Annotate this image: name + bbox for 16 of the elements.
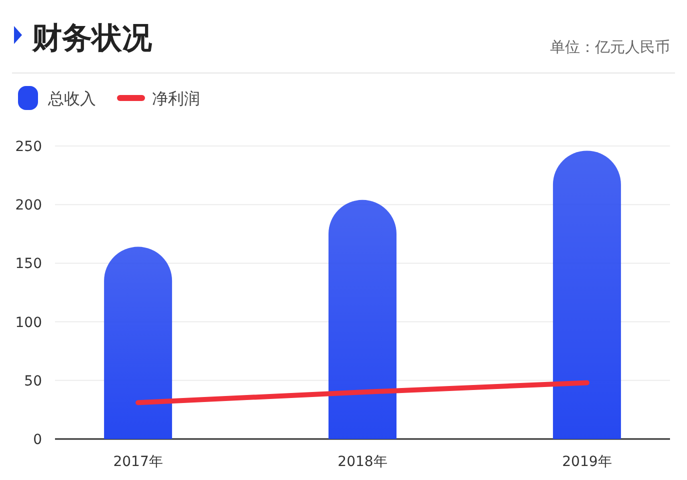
legend-label: 净利润 <box>152 89 200 108</box>
y-tick-label: 50 <box>24 373 42 390</box>
legend-label: 总收入 <box>47 89 96 108</box>
y-tick-label: 150 <box>15 256 42 272</box>
chart-title: 财务状况 <box>31 21 153 56</box>
y-tick-label: 0 <box>33 432 42 448</box>
bar <box>328 200 396 439</box>
y-tick-label: 250 <box>15 139 42 155</box>
chart-subtitle: 单位：亿元人民币 <box>550 38 670 56</box>
x-tick-label: 2017年 <box>113 454 163 470</box>
bar <box>104 246 172 439</box>
bar <box>552 150 621 439</box>
x-tick-label: 2019年 <box>562 454 612 470</box>
x-tick-label: 2018年 <box>338 454 388 470</box>
y-tick-label: 200 <box>15 198 42 214</box>
y-tick-label: 100 <box>15 314 42 331</box>
